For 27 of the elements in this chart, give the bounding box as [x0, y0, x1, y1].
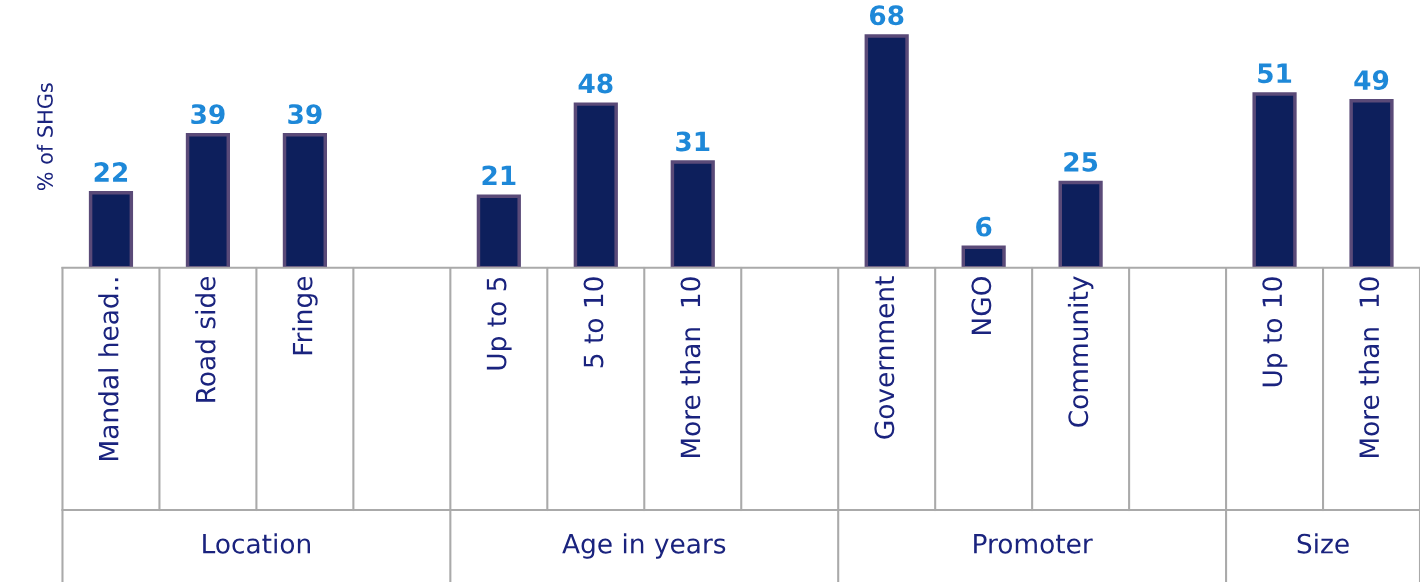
x-tick-label: Community	[1067, 276, 1094, 427]
data-label: 39	[288, 104, 322, 125]
y-axis-title: % of SHGs	[36, 83, 53, 191]
data-label: 22	[94, 162, 128, 182]
data-label: 49	[1354, 70, 1389, 91]
data-label: 51	[1258, 63, 1292, 84]
text: Location	[203, 533, 310, 554]
data-label: 21	[482, 165, 516, 186]
text: Age in years	[562, 533, 726, 559]
x-tick-label: Up to 10	[1262, 277, 1288, 387]
x-tick-label: Government	[874, 276, 895, 439]
data-label: 48	[578, 73, 613, 94]
x-tick-label: More than 10	[679, 277, 701, 458]
data-label: 25	[1064, 151, 1098, 172]
x-tick-label: Road side	[195, 276, 216, 402]
x-tick-label: 5 to 10	[583, 277, 604, 368]
x-tick-label: Fringe	[292, 276, 318, 355]
x-tick-label: More than 10	[1358, 277, 1380, 458]
text: Promoter	[974, 534, 1093, 554]
x-tick-label: Mandal head..	[98, 278, 119, 460]
x-tick-label: Up to 5	[486, 277, 512, 370]
data-label: 31	[676, 131, 710, 152]
x-tick-label: NGO	[971, 277, 992, 334]
data-label: 68	[869, 5, 904, 26]
data-label: 39	[191, 104, 225, 125]
text: Size	[1297, 533, 1349, 554]
data-label: 6	[976, 216, 992, 237]
